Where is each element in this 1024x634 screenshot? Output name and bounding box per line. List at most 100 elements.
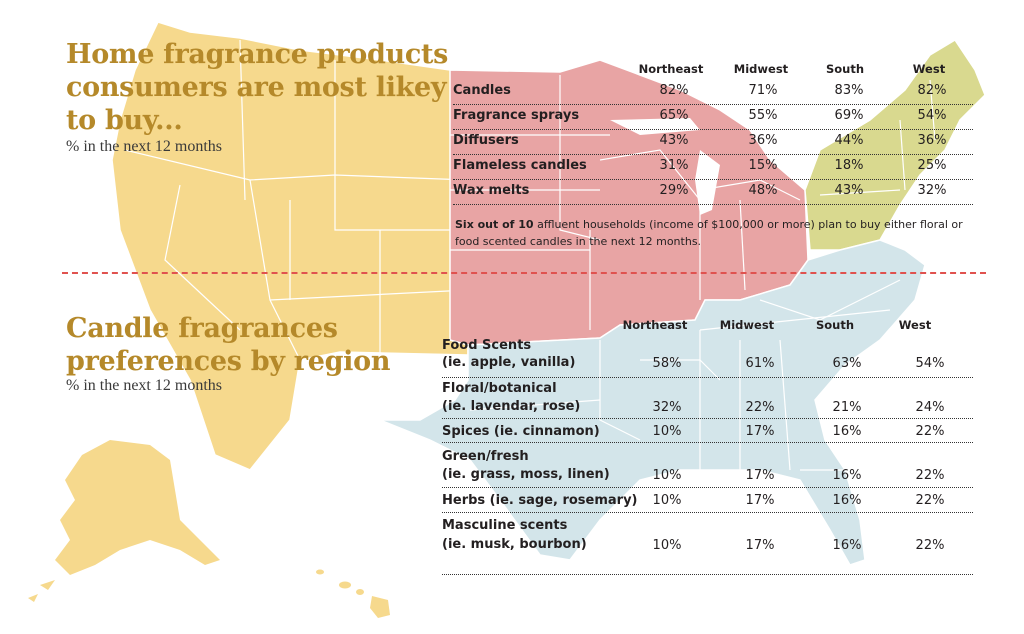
cell-northeast: 43% — [659, 133, 689, 148]
col-header-west: West — [912, 62, 946, 76]
row-label: Food Scents — [442, 338, 532, 353]
cell-west: 24% — [915, 400, 945, 415]
cell-west: 22% — [915, 468, 945, 483]
cell-northeast: 31% — [659, 158, 689, 173]
cell-midwest: 22% — [745, 400, 775, 415]
col-header-south: South — [815, 318, 855, 332]
cell-west: 22% — [915, 538, 945, 553]
cell-south: 16% — [832, 493, 862, 508]
section-divider — [62, 272, 986, 274]
top-title-line-2: consumers are most likey — [66, 72, 447, 103]
cell-northeast: 10% — [652, 468, 682, 483]
cell-south: 21% — [832, 400, 862, 415]
table-row: Wax melts 29% 48% 43% 32% — [453, 180, 973, 205]
row-label: Green/fresh — [442, 449, 529, 464]
cell-south: 83% — [834, 83, 864, 98]
row-label: Candles — [453, 83, 511, 98]
cell-south: 16% — [832, 538, 862, 553]
cell-west: 36% — [917, 133, 947, 148]
row-label-examples: (ie. musk, bourbon) — [442, 537, 587, 552]
cell-northeast: 82% — [659, 83, 689, 98]
table-row: Herbs (ie. sage, rosemary) 10% 17% 16% 2… — [442, 490, 973, 513]
top-title-line-1: Home fragrance products — [66, 39, 449, 70]
col-header-south: South — [825, 62, 865, 76]
row-label: Diffusers — [453, 133, 519, 148]
table-row: Food Scents (ie. apple, vanilla) 58% 61%… — [442, 337, 973, 378]
table-row: Flameless candles 31% 15% 18% 25% — [453, 155, 973, 180]
bottom-title-line-1: Candle fragrances — [66, 313, 338, 344]
row-label-examples: (ie. apple, vanilla) — [442, 355, 576, 370]
region-hawaii — [316, 569, 390, 618]
table-row: Green/fresh (ie. grass, moss, linen) 10%… — [442, 445, 973, 488]
col-header-midwest: Midwest — [719, 318, 775, 332]
cell-midwest: 48% — [748, 183, 778, 198]
cell-west: 82% — [917, 83, 947, 98]
row-label-examples: (ie. grass, moss, linen) — [442, 467, 610, 482]
west-state-lines — [124, 39, 469, 361]
cell-midwest: 36% — [748, 133, 778, 148]
cell-midwest: 55% — [748, 108, 778, 123]
row-label: Floral/botanical — [442, 381, 557, 396]
row-label: Fragrance sprays — [453, 108, 580, 123]
cell-northeast: 65% — [659, 108, 689, 123]
cell-midwest: 17% — [745, 493, 775, 508]
cell-south: 18% — [834, 158, 864, 173]
great-lakes — [610, 118, 720, 215]
cell-midwest: 71% — [748, 83, 778, 98]
cell-west: 54% — [917, 108, 947, 123]
cell-northeast: 10% — [652, 424, 682, 439]
footnote-bold: Six out of 10 — [455, 218, 534, 231]
region-alaska — [55, 440, 220, 575]
cell-midwest: 17% — [745, 424, 775, 439]
cell-midwest: 17% — [745, 468, 775, 483]
table-row: Candles 82% 71% 83% 82% — [453, 80, 973, 105]
table-row: Floral/botanical (ie. lavendar, rose) 32… — [442, 379, 973, 419]
footnote: Six out of 10 affluent households (incom… — [455, 216, 985, 250]
bottom-title-line-2: preferences by region — [66, 346, 391, 377]
row-label: Wax melts — [453, 183, 530, 198]
cell-south: 63% — [832, 356, 862, 371]
cell-south: 43% — [834, 183, 864, 198]
footnote-line-1: affluent households (income of $100,000 … — [533, 218, 963, 231]
row-label: Herbs (ie. sage, rosemary) — [442, 493, 638, 508]
col-header-northeast: Northeast — [638, 62, 704, 76]
footnote-line-2: food scented candles in the next 12 mont… — [455, 235, 702, 248]
top-title-line-3: to buy... — [66, 105, 183, 136]
cell-midwest: 61% — [745, 356, 775, 371]
cell-south: 69% — [834, 108, 864, 123]
top-subtitle: % in the next 12 months — [66, 138, 222, 155]
row-label: Flameless candles — [453, 158, 587, 173]
cell-south: 16% — [832, 424, 862, 439]
col-header-midwest: Midwest — [733, 62, 789, 76]
cell-northeast: 58% — [652, 356, 682, 371]
bottom-title: Candle fragrances preferences by region — [66, 312, 390, 378]
row-label-examples: (ie. lavendar, rose) — [442, 399, 581, 414]
table-row: Spices (ie. cinnamon) 10% 17% 16% 22% — [442, 420, 973, 443]
alaska-islands — [28, 580, 55, 602]
cell-northeast: 10% — [652, 538, 682, 553]
cell-west: 22% — [915, 424, 945, 439]
south-state-lines — [469, 279, 901, 471]
cell-west: 25% — [917, 158, 947, 173]
cell-midwest: 15% — [748, 158, 778, 173]
cell-northeast: 29% — [659, 183, 689, 198]
table-row: Masculine scents (ie. musk, bourbon) 10%… — [442, 516, 973, 575]
bottom-subtitle: % in the next 12 months — [66, 377, 222, 394]
cell-northeast: 10% — [652, 493, 682, 508]
cell-west: 22% — [915, 493, 945, 508]
table-row: Fragrance sprays 65% 55% 69% 54% — [453, 105, 973, 130]
cell-south: 16% — [832, 468, 862, 483]
table-row: Diffusers 43% 36% 44% 36% — [453, 130, 973, 155]
col-header-west: West — [898, 318, 932, 332]
cell-midwest: 17% — [745, 538, 775, 553]
northeast-state-lines — [819, 79, 936, 196]
row-label: Spices (ie. cinnamon) — [442, 424, 600, 439]
top-title: Home fragrance products consumers are mo… — [66, 38, 448, 137]
cell-west: 54% — [915, 356, 945, 371]
col-header-northeast: Northeast — [622, 318, 688, 332]
cell-northeast: 32% — [652, 400, 682, 415]
cell-south: 44% — [834, 133, 864, 148]
cell-west: 32% — [917, 183, 947, 198]
midwest-state-lines — [450, 75, 801, 330]
